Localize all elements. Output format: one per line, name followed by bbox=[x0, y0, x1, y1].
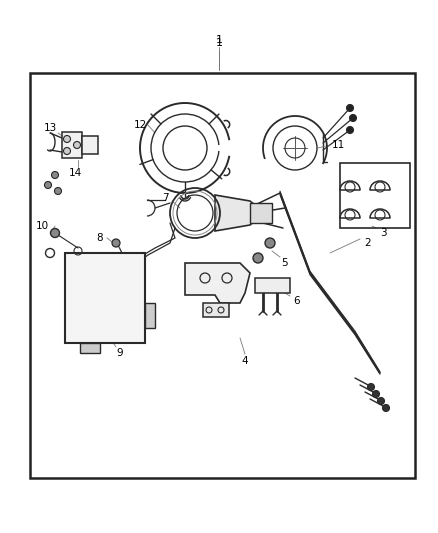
Circle shape bbox=[346, 104, 353, 111]
Text: 1: 1 bbox=[215, 35, 223, 45]
Circle shape bbox=[52, 172, 59, 179]
Text: 4: 4 bbox=[242, 356, 248, 366]
Circle shape bbox=[372, 391, 379, 398]
Circle shape bbox=[265, 238, 275, 248]
Circle shape bbox=[350, 115, 357, 122]
Text: 11: 11 bbox=[332, 140, 345, 150]
Circle shape bbox=[54, 188, 61, 195]
Circle shape bbox=[112, 239, 120, 247]
Bar bbox=[145, 303, 155, 328]
Polygon shape bbox=[215, 195, 255, 231]
Circle shape bbox=[253, 253, 263, 263]
Text: 8: 8 bbox=[97, 233, 103, 243]
Text: 3: 3 bbox=[380, 228, 386, 238]
Circle shape bbox=[378, 398, 385, 405]
Circle shape bbox=[382, 405, 389, 411]
Circle shape bbox=[346, 126, 353, 133]
Text: 14: 14 bbox=[68, 168, 81, 178]
Text: 6: 6 bbox=[294, 296, 300, 306]
Text: 1: 1 bbox=[215, 38, 223, 48]
Text: 10: 10 bbox=[35, 221, 49, 231]
Circle shape bbox=[74, 141, 81, 149]
Bar bbox=[62, 132, 82, 158]
Bar bbox=[80, 343, 100, 353]
Text: 5: 5 bbox=[282, 258, 288, 268]
Bar bbox=[203, 303, 229, 317]
Text: 9: 9 bbox=[117, 348, 124, 358]
Bar bbox=[255, 278, 290, 293]
Text: 12: 12 bbox=[134, 120, 147, 130]
Text: 2: 2 bbox=[365, 238, 371, 248]
Circle shape bbox=[64, 135, 71, 142]
Text: 7: 7 bbox=[162, 193, 168, 203]
Bar bbox=[82, 136, 98, 154]
Polygon shape bbox=[185, 263, 250, 303]
Bar bbox=[340, 163, 410, 228]
Circle shape bbox=[45, 182, 52, 189]
Circle shape bbox=[64, 148, 71, 155]
Circle shape bbox=[367, 384, 374, 391]
Circle shape bbox=[50, 229, 60, 238]
Bar bbox=[250, 203, 272, 223]
Text: 13: 13 bbox=[43, 123, 57, 133]
Bar bbox=[30, 73, 415, 478]
Bar bbox=[65, 253, 145, 343]
